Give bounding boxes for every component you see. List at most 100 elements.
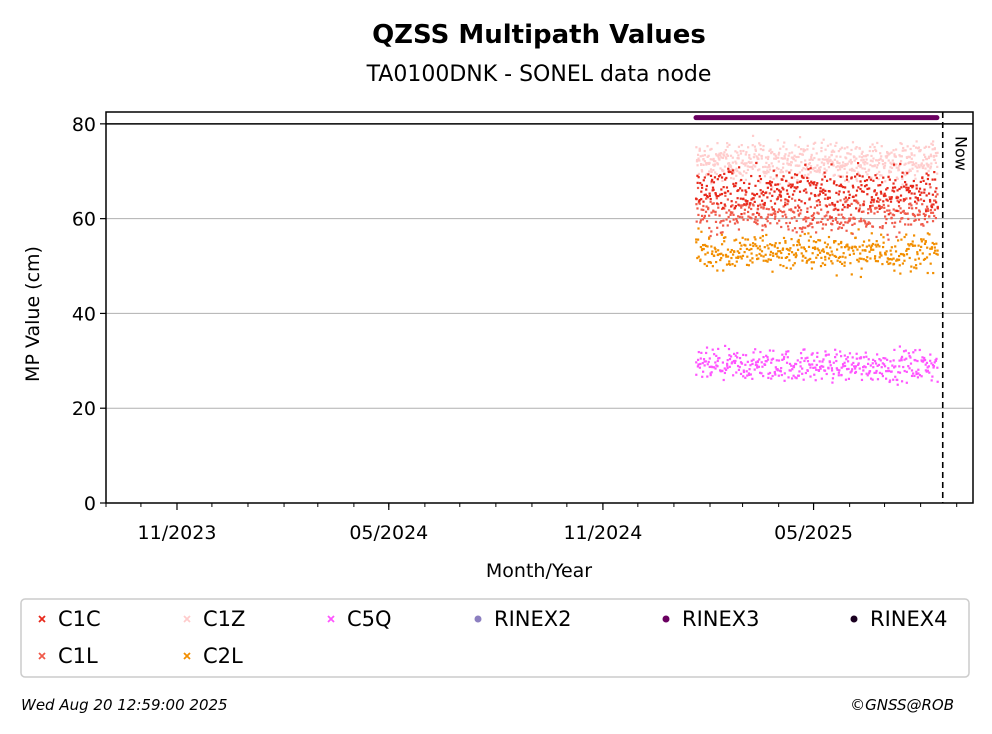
point-c1c — [785, 189, 789, 192]
point-c5q — [792, 374, 795, 377]
point-c1z — [929, 167, 932, 170]
point-c1z — [835, 166, 838, 169]
point-c2l — [854, 246, 857, 249]
point-c1l — [871, 225, 875, 228]
point-c5q — [767, 376, 770, 379]
point-c2l — [849, 262, 852, 265]
point-c1z — [779, 171, 782, 174]
point-c1z — [746, 168, 750, 172]
point-c1l — [842, 223, 845, 227]
point-c5q — [811, 363, 814, 366]
point-c1c — [742, 197, 745, 201]
point-c2l — [792, 264, 795, 267]
point-c1z — [862, 155, 865, 158]
point-c1c — [720, 192, 724, 196]
point-c2l — [903, 235, 906, 239]
point-c1c — [804, 163, 807, 166]
point-c1c — [806, 179, 809, 183]
point-c1l — [743, 208, 747, 211]
point-c1l — [866, 222, 870, 226]
point-c2l — [785, 247, 788, 251]
point-c5q — [746, 360, 749, 363]
point-c1z — [757, 157, 760, 161]
point-c2l — [741, 236, 744, 239]
point-c5q — [759, 350, 762, 354]
point-c5q — [781, 358, 784, 362]
point-c1c — [880, 192, 883, 195]
point-c1z — [804, 149, 807, 152]
point-c1c — [848, 204, 851, 207]
point-c1z — [818, 158, 821, 161]
point-c1c — [798, 198, 801, 202]
point-c5q — [846, 356, 849, 359]
point-c1c — [903, 198, 906, 201]
point-c5q — [754, 363, 757, 367]
point-c5q — [914, 359, 917, 362]
point-c1l — [731, 211, 734, 214]
point-c1z — [838, 166, 841, 169]
point-c2l — [744, 244, 747, 247]
point-c2l — [701, 247, 704, 251]
point-c5q — [932, 365, 936, 368]
point-c1c — [809, 184, 812, 187]
point-c1z — [876, 159, 879, 162]
point-c5q — [723, 367, 726, 370]
point-c1l — [746, 218, 749, 222]
point-c1l — [750, 217, 753, 220]
point-c5q — [705, 351, 708, 355]
point-c1c — [852, 195, 855, 198]
point-c1c — [722, 186, 725, 189]
point-c1l — [815, 200, 818, 203]
point-c1c — [798, 190, 802, 193]
point-c1z — [736, 170, 739, 173]
point-c1c — [917, 199, 920, 202]
point-c1l — [907, 217, 910, 221]
point-c1z — [801, 153, 804, 156]
point-c2l — [794, 252, 798, 255]
point-c2l — [850, 273, 853, 276]
point-c5q — [921, 360, 925, 363]
point-c1z — [850, 169, 854, 172]
point-c5q — [880, 372, 884, 375]
point-c1z — [845, 171, 849, 174]
point-c1z — [818, 168, 821, 172]
point-c1c — [856, 173, 859, 176]
point-c1z — [934, 151, 938, 155]
point-c1z — [826, 162, 830, 165]
point-c1c — [769, 182, 772, 186]
point-c5q — [832, 372, 835, 376]
point-c1z — [889, 166, 892, 169]
point-c2l — [905, 248, 909, 251]
point-c1z — [754, 149, 757, 152]
point-c5q — [872, 366, 875, 369]
point-c1z — [913, 174, 917, 177]
point-c2l — [933, 251, 936, 255]
point-c5q — [927, 365, 930, 368]
point-c1l — [824, 223, 828, 226]
point-c1c — [884, 194, 887, 197]
point-c1c — [847, 190, 850, 193]
point-c1c — [700, 190, 703, 193]
point-c1l — [857, 202, 860, 205]
point-c5q — [851, 368, 854, 371]
point-c2l — [913, 266, 916, 269]
point-c1z — [911, 163, 914, 167]
point-c1z — [853, 155, 856, 158]
point-c2l — [807, 239, 811, 242]
point-c1z — [875, 159, 878, 162]
point-c2l — [869, 257, 872, 260]
point-c1l — [749, 216, 752, 219]
point-c1l — [908, 206, 911, 209]
point-c1l — [728, 209, 731, 212]
point-c1z — [850, 167, 854, 170]
point-c5q — [786, 356, 789, 359]
point-c1l — [928, 215, 931, 218]
point-c1c — [719, 174, 722, 177]
point-c1z — [843, 179, 847, 182]
point-c1z — [829, 158, 832, 162]
point-c1z — [904, 162, 907, 165]
point-c5q — [828, 361, 832, 364]
point-c1l — [934, 216, 937, 220]
point-c1c — [762, 194, 765, 197]
point-c2l — [842, 252, 845, 255]
